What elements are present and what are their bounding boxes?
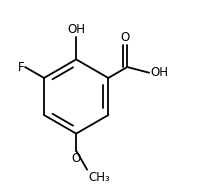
Text: O: O [121, 31, 130, 44]
Text: CH₃: CH₃ [88, 171, 110, 184]
Text: F: F [18, 61, 24, 74]
Text: O: O [71, 152, 81, 165]
Text: OH: OH [67, 23, 85, 36]
Text: OH: OH [150, 66, 168, 79]
